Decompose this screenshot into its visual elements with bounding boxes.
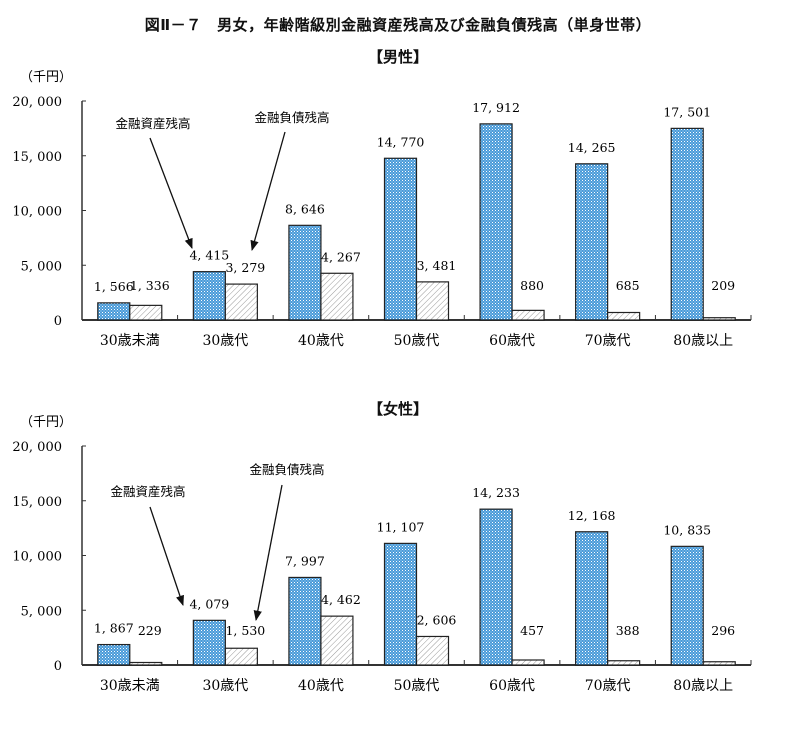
y-tick-label: 10, 000 <box>12 550 62 565</box>
debt-bar <box>129 661 163 666</box>
debt-value-label: 209 <box>711 278 735 293</box>
asset-bar <box>192 271 226 321</box>
asset-annotation-arrow <box>149 506 184 606</box>
asset-bar <box>479 123 513 321</box>
debt-annotation-label: 金融負債残高 <box>249 462 324 477</box>
asset-value-label: 17, 912 <box>472 100 520 115</box>
asset-bar <box>288 224 322 321</box>
female-chart-subtitle: 【女性】 <box>367 400 428 418</box>
asset-value-label: 8, 646 <box>285 201 325 216</box>
debt-value-label: 1, 336 <box>130 278 170 293</box>
male-chart: （千円） 0 5, 000 10, 000 15, 000 20, 000 1, 566 1,… <box>0 60 796 380</box>
x-category-label: 30歳未満 <box>100 678 160 694</box>
asset-value-label: 11, 107 <box>377 519 425 534</box>
debt-value-label: 685 <box>616 278 640 293</box>
figure-title: 図Ⅱ－７ 男女，年齢階級別金融資産残高及び金融負債残高（単身世帯） <box>144 16 652 34</box>
debt-value-label: 4, 267 <box>321 249 361 264</box>
asset-bar <box>670 127 704 321</box>
x-category-label: 60歳代 <box>489 678 535 694</box>
asset-value-label: 4, 079 <box>189 596 229 611</box>
debt-value-label: 388 <box>616 623 640 638</box>
debt-bar <box>702 317 736 321</box>
x-category-label: 80歳以上 <box>673 678 733 694</box>
debt-bar <box>607 311 641 321</box>
asset-bar <box>97 643 131 666</box>
asset-bar <box>479 508 513 666</box>
asset-bar <box>288 576 322 666</box>
asset-bar <box>670 545 704 666</box>
asset-bar <box>575 163 609 321</box>
y-tick-label: 20, 000 <box>12 95 62 110</box>
asset-value-label: 14, 265 <box>568 140 616 155</box>
y-tick-label: 0 <box>54 659 62 674</box>
asset-value-label: 12, 168 <box>568 508 616 523</box>
asset-annotation-label: 金融資産残高 <box>115 116 190 131</box>
female-bar-chart: （千円） 0 5, 000 10, 000 15, 000 20, 000 1, 867 22… <box>12 415 752 694</box>
asset-value-label: 17, 501 <box>663 104 711 119</box>
male-chart-subtitle: 【男性】 <box>367 48 428 66</box>
asset-value-label: 10, 835 <box>663 522 711 537</box>
debt-value-label: 2, 606 <box>417 612 457 627</box>
debt-value-label: 1, 530 <box>225 623 265 638</box>
x-category-label: 30歳未満 <box>100 333 160 349</box>
male-bar-chart: （千円） 0 5, 000 10, 000 15, 000 20, 000 1, 5661,… <box>12 70 752 349</box>
asset-bar <box>97 302 131 321</box>
asset-annotation-arrow <box>149 137 193 249</box>
y-axis-unit-label: （千円） <box>20 70 72 85</box>
debt-value-label: 880 <box>520 278 544 293</box>
debt-value-label: 3, 279 <box>225 260 265 275</box>
asset-value-label: 7, 997 <box>285 553 325 568</box>
debt-bar <box>224 283 258 321</box>
y-tick-label: 10, 000 <box>12 205 62 220</box>
asset-bar <box>383 157 418 321</box>
y-tick-label: 15, 000 <box>12 495 62 510</box>
asset-value-label: 14, 770 <box>377 134 425 149</box>
debt-annotation-label: 金融負債残高 <box>254 110 329 125</box>
x-category-label: 80歳以上 <box>673 333 733 349</box>
x-category-label: 60歳代 <box>489 333 535 349</box>
x-category-label: 50歳代 <box>394 333 440 349</box>
x-category-label: 30歳代 <box>202 678 248 694</box>
asset-bar <box>192 619 226 666</box>
x-category-label: 30歳代 <box>202 333 248 349</box>
asset-annotation-label: 金融資産残高 <box>110 484 185 499</box>
female-chart: （千円） 0 5, 000 10, 000 15, 000 20, 000 1, 867 22… <box>0 405 796 725</box>
y-tick-label: 15, 000 <box>12 150 62 165</box>
debt-bar <box>224 647 258 666</box>
debt-bar <box>702 661 736 666</box>
y-tick-label: 0 <box>54 314 62 329</box>
debt-bar <box>511 309 545 321</box>
asset-bar <box>575 531 609 666</box>
debt-annotation-arrow <box>250 131 286 252</box>
debt-bar <box>415 635 450 666</box>
debt-value-label: 457 <box>520 623 544 638</box>
y-tick-label: 5, 000 <box>21 259 62 274</box>
y-tick-label: 20, 000 <box>12 440 62 455</box>
x-category-label: 40歳代 <box>298 333 344 349</box>
x-category-label: 70歳代 <box>585 333 631 349</box>
asset-value-label: 14, 233 <box>472 485 520 500</box>
x-category-label: 40歳代 <box>298 678 344 694</box>
debt-value-label: 3, 481 <box>417 258 457 273</box>
y-tick-label: 5, 000 <box>21 604 62 619</box>
asset-value-label: 1, 867 <box>94 621 134 636</box>
debt-value-label: 296 <box>711 623 735 638</box>
debt-bar <box>511 659 545 666</box>
y-axis-unit-label: （千円） <box>20 415 72 430</box>
debt-bar <box>415 281 450 321</box>
x-category-label: 70歳代 <box>585 678 631 694</box>
x-category-label: 50歳代 <box>394 678 440 694</box>
asset-value-label: 1, 566 <box>94 279 134 294</box>
debt-value-label: 229 <box>138 623 162 638</box>
debt-bar <box>607 660 641 666</box>
asset-bar <box>383 542 418 666</box>
asset-value-label: 4, 415 <box>189 248 229 263</box>
debt-annotation-arrow <box>253 484 283 622</box>
debt-bar <box>129 304 163 321</box>
debt-bar <box>320 272 354 321</box>
debt-bar <box>320 615 354 666</box>
debt-value-label: 4, 462 <box>321 592 361 607</box>
